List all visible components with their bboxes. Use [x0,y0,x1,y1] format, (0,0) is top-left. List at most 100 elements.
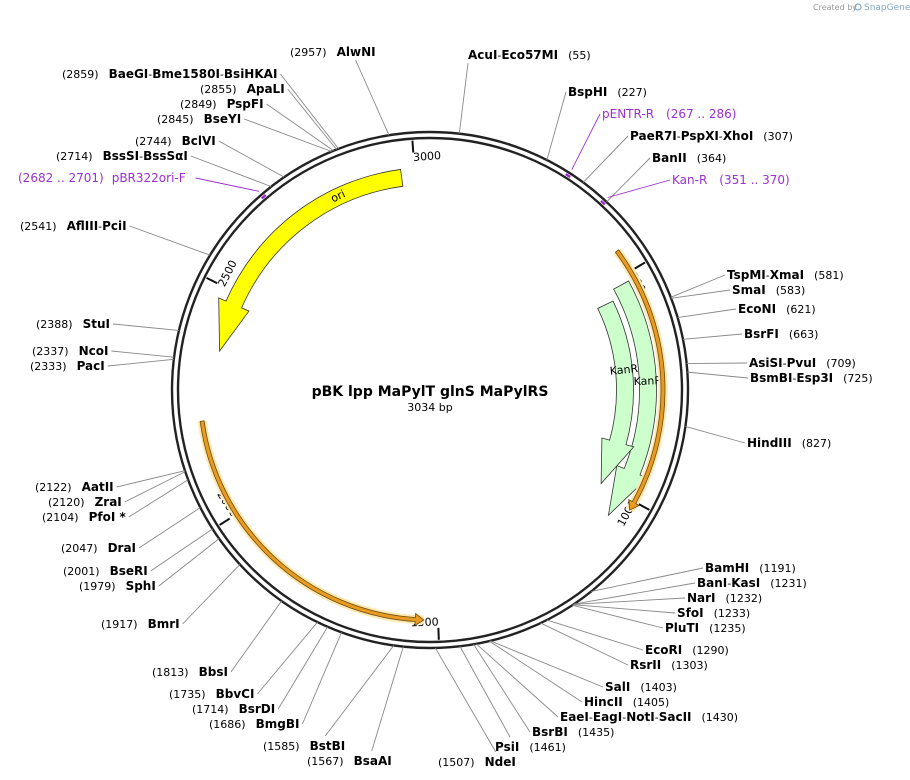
site-bclvi[interactable]: (2744) BclVI [135,134,285,178]
site-connector-hindiii [685,426,746,444]
sites-42-pos: (1567) [307,755,344,768]
site-bsrfi[interactable]: BsrFI (663) [682,327,818,341]
site-bamhi[interactable]: BamHI (1191) [591,561,796,592]
site-bsaai[interactable]: (1567) BsaAI [307,646,404,768]
site-acui[interactable]: AcuI - Eco57MI (55) [458,48,591,134]
site-ecori[interactable]: EcoRI (1290) [546,619,729,657]
sites-4-name: PspFI [227,97,264,111]
sites-12-pos: (581) [814,269,844,282]
sites-18-name: StuI [83,317,110,331]
site-ncoi[interactable]: (2337) NcoI [32,344,175,358]
site-bani[interactable]: BanI - KasI (1231) [573,576,807,605]
feature-ori[interactable] [218,169,404,353]
site-smai[interactable]: SmaI (583) [671,283,805,299]
sites-37-pos: (1405) [633,696,670,709]
site-paci[interactable]: (2333) PacI [30,358,174,373]
site-bmri[interactable]: (1917) BmrI [101,564,241,631]
site-connector-bmri [182,564,241,625]
site-zrai[interactable]: (2120) ZraI [48,471,186,509]
site-econi[interactable]: EcoNI (621) [677,302,816,318]
sites-27-pos: (1979) [79,580,116,593]
site-bseri[interactable]: (2001) BseRI [63,528,213,578]
sites-12-name2: XmaI [770,268,804,282]
site-rsrii[interactable]: RsrII (1303) [540,622,708,672]
sites-1-sep1: - [497,49,501,62]
feature-orange-right[interactable] [614,249,666,511]
sites-17-sep1: - [792,372,796,385]
sites-31-name: NarI [687,591,716,605]
site-sfoi[interactable]: SfoI (1233) [573,604,750,620]
site-bsmbi[interactable]: BsmBI - Esp3I (725) [687,371,873,385]
sites-25-name: DraI [108,541,136,555]
site-hindiii[interactable]: HindIII (827) [685,426,831,450]
sites-2-sep1: - [148,68,152,81]
site-aatii[interactable]: (2122) AatII [35,470,186,494]
sites-39-pos: (1435) [578,726,615,739]
site-asisi[interactable]: AsiSI - PvuI (709) [686,356,856,370]
site-connector-econi [677,308,737,318]
sites-29-pos: (1191) [759,562,796,575]
feature-orange-left[interactable] [199,420,425,627]
site-bsrdi[interactable]: (1714) BsrDI [192,626,329,716]
site-stui[interactable]: (2388) StuI [36,317,180,331]
site-bsrbi[interactable]: BsrBI (1435) [473,644,615,739]
primer-kan-r[interactable]: Kan-R (351 .. 370) [600,173,790,206]
site-bmgbi[interactable]: (1686) BmgBI [209,632,342,731]
site-eaei[interactable]: EaeI - EagI - NotI - SacII (1430) [475,643,738,724]
site-psii[interactable]: PsiI (1461) [459,646,566,754]
sites-3-pos: (2855) [200,83,237,96]
site-paer7i[interactable]: PaeR7I - PspXI - XhoI (307) [582,129,793,183]
sites-7-name2: PspXI [681,129,719,143]
site-connector-asisi [686,362,748,365]
site-tspmi[interactable]: TspMI - XmaI (581) [670,268,844,298]
sites-12-sep1: - [766,269,770,282]
site-alwni[interactable]: (2957) AlwNI [290,45,390,136]
sites-5-name: BseYI [204,112,242,126]
site-banii[interactable]: BanII (364) [606,151,727,203]
site-hincii[interactable]: HincII (1405) [489,640,670,709]
site-baegi[interactable]: (2859) BaeGI - Bme1580I - BsiHKAI [62,67,339,150]
site-bbvci[interactable]: (1735) BbvCI [169,621,318,701]
sites-16-name2: PvuI [787,356,817,370]
site-bsphi[interactable]: BspHI (227) [546,85,647,161]
site-connector-bseyi [244,118,332,152]
site-afliii[interactable]: (2541) AflIII - PciI [20,219,211,256]
feature-kanr-inner[interactable] [597,300,635,485]
sites-7-sep1: - [677,130,681,143]
sites-11-name: AflIII [67,219,99,233]
site-connector-ndei [434,647,497,753]
sites-43-pos: (1585) [263,740,300,753]
site-pspfi[interactable]: (2849) PspFI [180,97,334,152]
site-connector-bmgbi [302,632,342,725]
primer-pentr-r[interactable]: pENTR-R (267 .. 286) [565,107,737,179]
site-drai[interactable]: (2047) DraI [61,507,201,555]
feature-kanr-outer[interactable] [607,280,657,517]
site-pfoi[interactable]: (2104) PfoI * [42,479,189,524]
sites-38-name: EaeI [560,710,589,724]
site-connector-rsrii [540,622,629,666]
site-connector-stui [112,323,180,331]
site-connector-ecori [546,619,644,651]
site-apali[interactable]: (2855) ApaLI [200,82,337,150]
ruler-tick-1000 [638,503,650,511]
site-bbsi[interactable]: (1813) BbsI [152,600,282,679]
site-pluti[interactable]: PluTI (1235) [572,604,746,635]
site-sali[interactable]: SalI (1403) [490,640,677,694]
primer-layer: pENTR-R (267 .. 286) Kan-R (351 .. 370) (268… [18,107,790,206]
primer-connector-pentr-r [571,113,601,170]
site-sphi[interactable]: (1979) SphI [79,538,220,593]
site-nari[interactable]: NarI (1232) [573,591,763,605]
site-bsssi[interactable]: (2714) BssSI - BssSαI [56,149,272,188]
site-bstbi[interactable]: (1585) BstBI [263,645,395,753]
site-bseyi[interactable]: (2845) BseYI [157,112,332,152]
site-connector-bsaai [371,646,404,752]
primer-connector-pbr322ori-f [195,177,260,192]
primer-pbr322ori-f[interactable]: (2682 .. 2701) pBR322ori-F [18,171,267,200]
sites-2-name2: Bme1580I [152,67,220,81]
sites-42-name: BsaAI [354,754,392,768]
site-connector-baegi [280,73,339,150]
sites-7-name: PaeR7I [630,129,677,143]
site-ndei[interactable]: (1507) NdeI [434,647,516,769]
site-connector-paer7i [582,135,629,183]
sites-41-name: NdeI [485,755,516,769]
